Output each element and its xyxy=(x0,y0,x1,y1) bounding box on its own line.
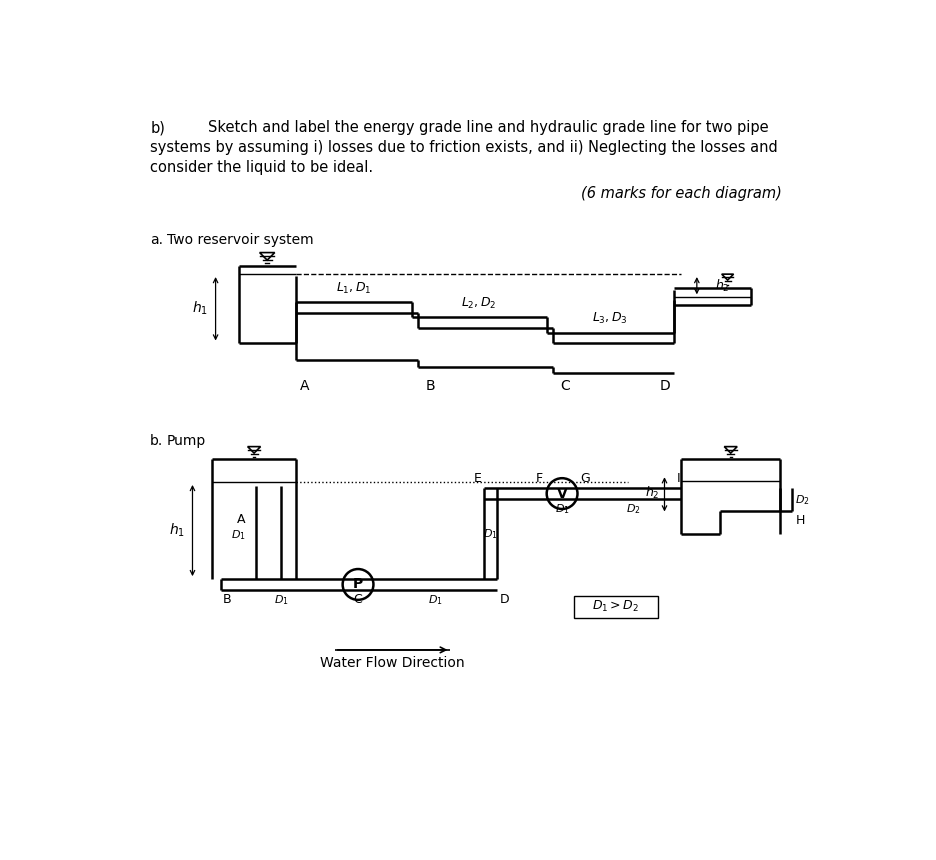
Text: $D_1$: $D_1$ xyxy=(428,593,443,606)
Bar xyxy=(574,596,658,617)
Text: $h_1$: $h_1$ xyxy=(169,522,185,539)
Text: G: G xyxy=(580,472,590,485)
Text: $h_1$: $h_1$ xyxy=(192,300,208,317)
Text: Two reservoir system: Two reservoir system xyxy=(168,232,314,247)
Text: $D_1$: $D_1$ xyxy=(483,526,498,541)
Text: C: C xyxy=(354,593,362,606)
Text: $D_1 > D_2$: $D_1 > D_2$ xyxy=(592,599,639,614)
Text: $D_2$: $D_2$ xyxy=(796,493,810,507)
Text: F: F xyxy=(535,472,543,485)
Text: V: V xyxy=(557,487,567,501)
Text: $L_1, D_1$: $L_1, D_1$ xyxy=(336,280,372,296)
Text: A: A xyxy=(237,513,245,525)
Text: $D_1$: $D_1$ xyxy=(555,502,569,516)
Text: b.: b. xyxy=(150,434,164,448)
Text: consider the liquid to be ideal.: consider the liquid to be ideal. xyxy=(150,160,373,175)
Text: Sketch and label the energy grade line and hydraulic grade line for two pipe: Sketch and label the energy grade line a… xyxy=(208,120,768,135)
Text: I: I xyxy=(677,472,680,485)
Circle shape xyxy=(343,569,373,600)
Text: A: A xyxy=(300,379,309,393)
Text: Water Flow Direction: Water Flow Direction xyxy=(320,656,465,670)
Text: P: P xyxy=(353,577,363,592)
Text: b): b) xyxy=(150,120,165,135)
Text: Pump: Pump xyxy=(168,434,206,448)
Text: B: B xyxy=(426,379,435,393)
Text: $h_2$: $h_2$ xyxy=(645,485,660,501)
Text: $h_2$: $h_2$ xyxy=(715,278,730,294)
Text: $D_1$: $D_1$ xyxy=(274,593,289,606)
Text: $D_1$: $D_1$ xyxy=(231,528,245,542)
Text: $D_2$: $D_2$ xyxy=(625,502,640,516)
Text: D: D xyxy=(500,593,509,606)
Text: systems by assuming i) losses due to friction exists, and ii) Neglecting the los: systems by assuming i) losses due to fri… xyxy=(150,140,778,155)
Text: H: H xyxy=(796,514,805,527)
Text: a.: a. xyxy=(150,232,163,247)
Text: $L_2, D_2$: $L_2, D_2$ xyxy=(461,296,497,311)
Text: D: D xyxy=(660,379,670,393)
Circle shape xyxy=(547,478,578,509)
Text: C: C xyxy=(561,379,570,393)
Text: (6 marks for each diagram): (6 marks for each diagram) xyxy=(581,187,782,201)
Text: E: E xyxy=(474,472,481,485)
Text: $L_3, D_3$: $L_3, D_3$ xyxy=(592,311,628,327)
Text: B: B xyxy=(223,593,231,606)
